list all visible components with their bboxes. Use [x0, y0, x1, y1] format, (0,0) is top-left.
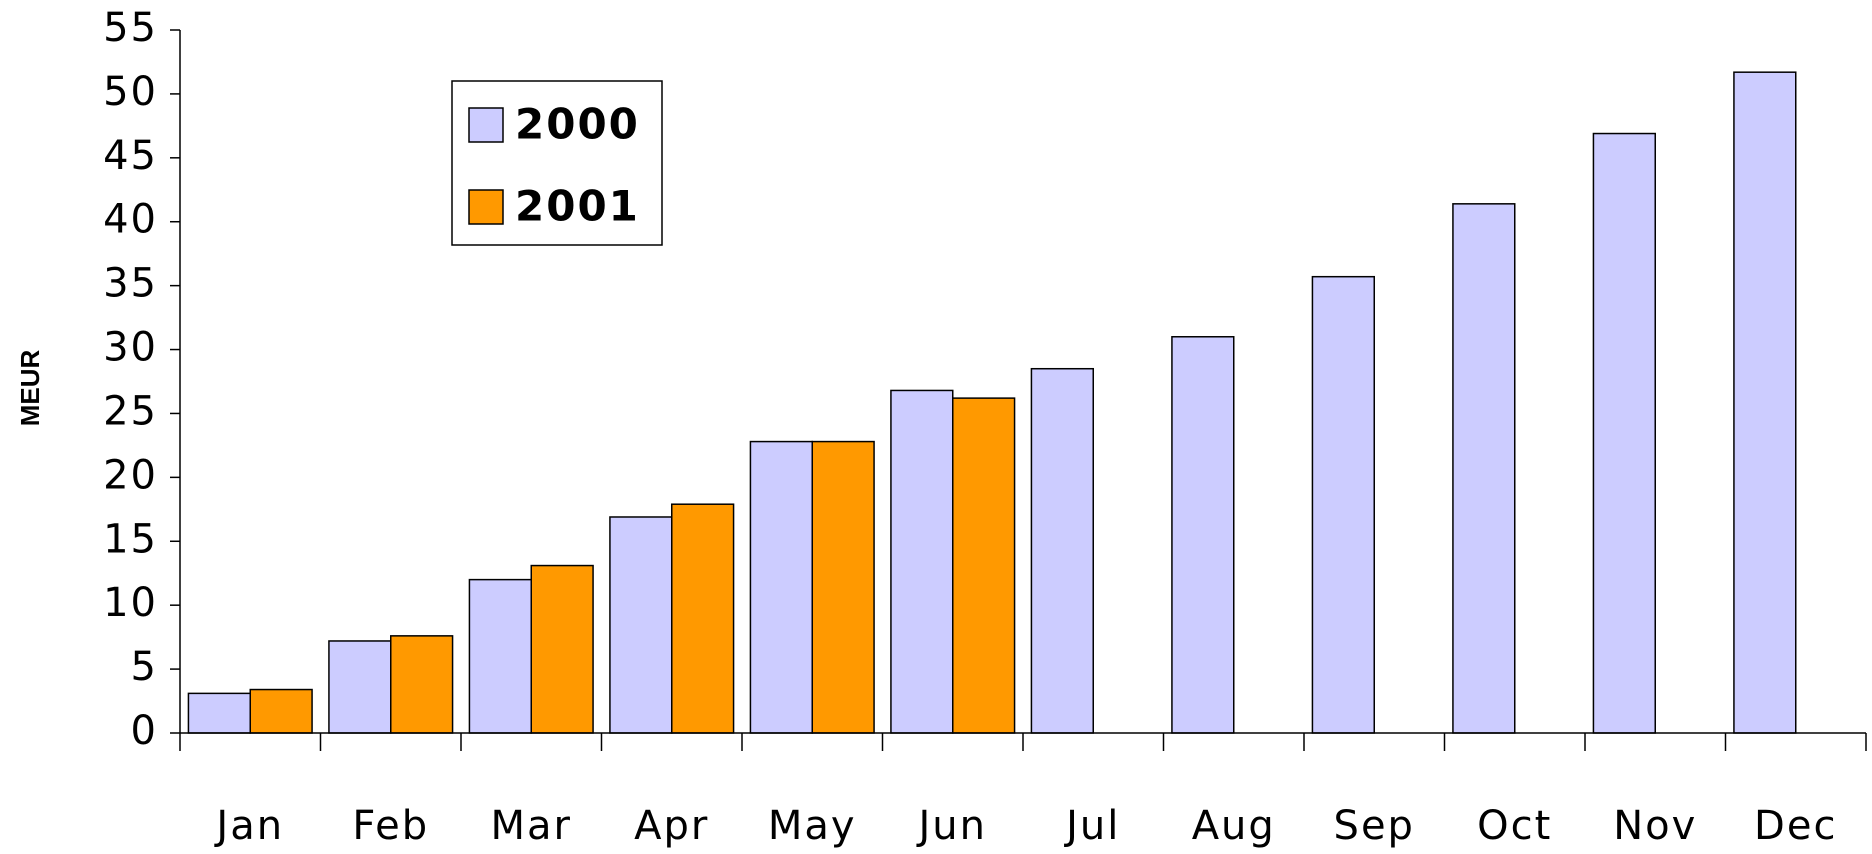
x-tick-label: Apr	[634, 803, 709, 849]
y-tick-label: 55	[103, 5, 158, 51]
bar	[1734, 72, 1796, 733]
y-tick-label: 40	[103, 197, 158, 243]
legend-label: 2000	[515, 100, 640, 149]
x-tick-label: May	[768, 803, 857, 849]
bar	[891, 390, 953, 733]
y-tick-label: 30	[103, 325, 158, 371]
x-tick-label: Jul	[1063, 803, 1120, 849]
bar	[1453, 204, 1515, 733]
bar	[469, 580, 531, 733]
x-tick-label: Aug	[1192, 803, 1276, 849]
y-tick-label: 35	[103, 261, 158, 307]
x-tick-label: Mar	[491, 803, 572, 849]
chart: MEUR 0 5 10 15 20 25 30 35 40 45 50 55 Jan Feb Mar Apr M…	[0, 0, 1872, 854]
bar	[391, 636, 453, 733]
y-tick-label: 10	[103, 580, 158, 626]
legend-swatch	[469, 190, 503, 224]
x-tick-label: Sep	[1334, 803, 1415, 849]
y-tick-label: 20	[103, 452, 158, 498]
x-tick-label: Jun	[916, 803, 988, 849]
bar	[1172, 337, 1234, 733]
x-tick-label: Oct	[1477, 803, 1552, 849]
y-axis-label: MEUR	[15, 350, 45, 427]
bar	[188, 693, 250, 733]
bar	[672, 504, 734, 733]
bar	[1593, 134, 1655, 733]
x-tick-label: Nov	[1613, 803, 1697, 849]
bar	[610, 517, 672, 733]
bar	[1312, 277, 1374, 733]
y-tick-label: 15	[103, 516, 158, 562]
legend-swatch	[469, 108, 503, 142]
y-tick-label: 50	[103, 69, 158, 115]
y-tick-label: 5	[131, 644, 158, 690]
bar	[1031, 369, 1093, 733]
y-tick-label: 25	[103, 388, 158, 434]
y-tick-label: 45	[103, 133, 158, 179]
bar	[953, 398, 1015, 733]
x-tick-label: Jan	[213, 803, 284, 849]
bar	[329, 641, 391, 733]
bar	[750, 442, 812, 733]
x-tick-label: Feb	[352, 803, 429, 849]
legend-label: 2001	[515, 182, 640, 231]
y-tick-label: 0	[131, 708, 158, 754]
bar	[531, 566, 593, 733]
bar	[250, 690, 312, 733]
x-tick-label: Dec	[1754, 803, 1837, 849]
bar	[812, 442, 874, 733]
